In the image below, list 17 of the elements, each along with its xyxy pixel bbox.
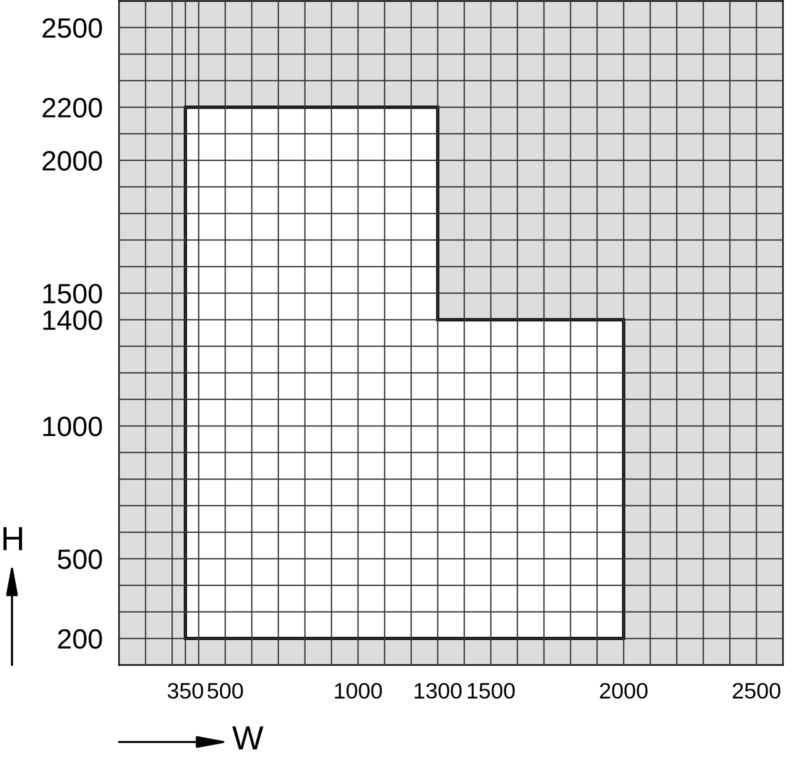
x-tick-label: 1500 — [468, 682, 515, 699]
y-tick-label: 2000 — [42, 151, 102, 171]
x-tick-label: 1300 — [414, 682, 462, 699]
x-tick-label: 2500 — [732, 682, 780, 699]
y-tick-label: 1400 — [43, 310, 102, 330]
y-tick-label: 1000 — [43, 416, 102, 436]
y-tick-label: 200 — [58, 629, 102, 649]
x-axis-title: W — [232, 726, 264, 750]
y-tick-label: 500 — [58, 549, 102, 570]
y-tick-label: 2500 — [42, 18, 102, 38]
x-tick-label: 2000 — [600, 682, 648, 699]
y-axis-title: H — [3, 527, 22, 550]
x-tick-label: 500 — [208, 682, 243, 699]
y-tick-label: 1500 — [43, 284, 102, 304]
x-tick-label: 350 — [168, 682, 204, 699]
y-tick-label: 2200 — [42, 98, 102, 118]
x-tick-label: 1000 — [335, 682, 382, 699]
